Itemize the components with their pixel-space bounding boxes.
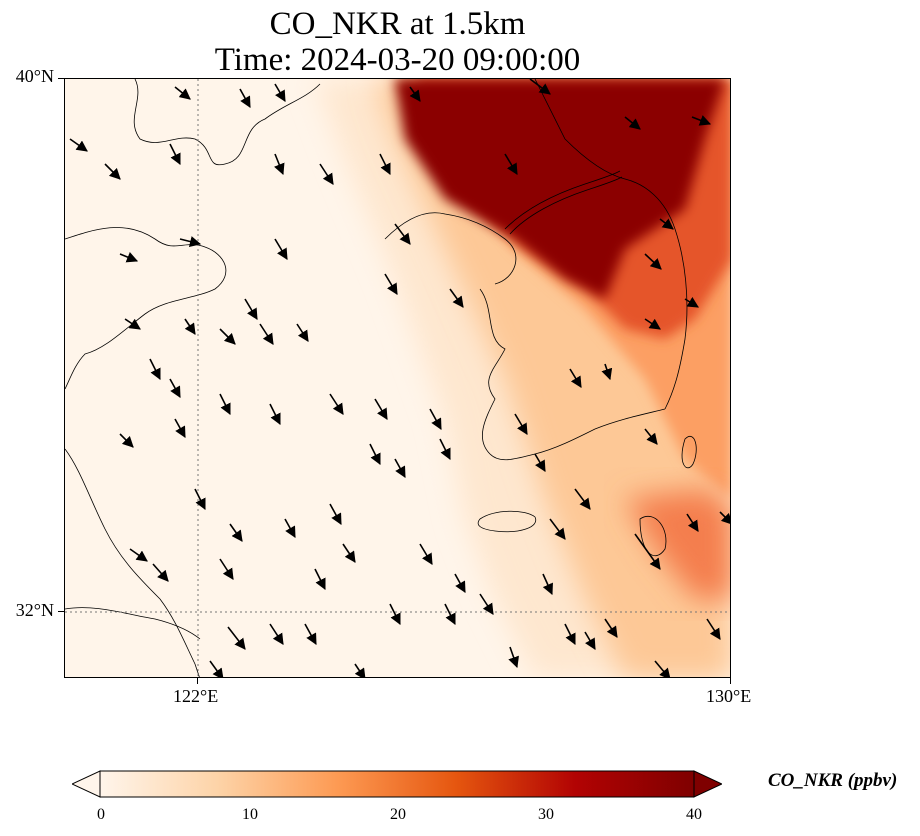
- lat-tick-40n: [58, 78, 64, 79]
- colorbar: [70, 770, 724, 798]
- colorbar-tick-0: 0: [97, 806, 105, 823]
- colorbar-tick-10: 10: [242, 806, 258, 823]
- wind-vectors: [69, 79, 730, 677]
- lon-tick-122e: [197, 678, 198, 684]
- colorbar-tick-20: 20: [390, 806, 406, 823]
- lat-label-40n: 40°N: [15, 66, 54, 86]
- map-title: CO_NKR at 1.5km: [269, 6, 526, 42]
- lon-label-130e: 130°E: [706, 686, 752, 706]
- colorbar-label: CO_NKR (ppbv): [768, 770, 898, 791]
- lat-tick-32n: [58, 611, 64, 612]
- lon-label-122e: 122°E: [173, 686, 219, 706]
- concentration-field: [315, 79, 730, 677]
- map-canvas: [65, 79, 730, 677]
- map-time-subtitle: Time: 2024-03-20 09:00:00: [214, 42, 581, 78]
- lat-label-32n: 32°N: [15, 600, 54, 620]
- colorbar-tick-40: 40: [686, 806, 702, 823]
- coastlines: [65, 79, 697, 677]
- colorbar-graphic: [70, 770, 724, 798]
- gridlines: [65, 79, 730, 677]
- colorbar-tick-30: 30: [538, 806, 554, 823]
- lon-tick-130e: [730, 678, 731, 684]
- map-panel: [64, 78, 731, 678]
